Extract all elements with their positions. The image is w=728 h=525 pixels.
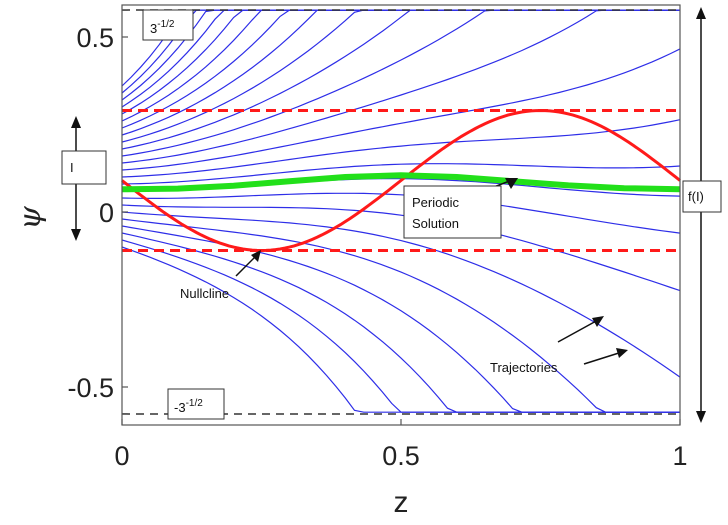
- x-tick-label-2: 1: [672, 441, 687, 471]
- x-tick-label-1: 0.5: [382, 441, 420, 471]
- trajectory-21: [121, 9, 680, 101]
- upper-bound-label: 3-1/2: [142, 9, 194, 41]
- f-interval-marker: f(I): [682, 7, 722, 423]
- trajectory-6: [121, 204, 681, 292]
- trajectory-10: [121, 119, 681, 178]
- trajectory-12: [121, 9, 680, 164]
- x-tick-label-0: 0: [114, 441, 129, 471]
- y-tick-label-0: 0.5: [76, 23, 114, 53]
- trajectory-15: [121, 9, 680, 143]
- trajectory-20: [121, 9, 680, 108]
- periodic-solution-annotation: Periodic Solution: [403, 178, 518, 239]
- interval-marker: I: [61, 116, 107, 241]
- trajectory-23: [121, 9, 680, 87]
- trajectory-9: [121, 163, 681, 185]
- x-axis-label: z: [394, 486, 409, 519]
- periodic-solution-curve: [121, 172, 681, 193]
- trajectory-layer: [121, 9, 681, 413]
- svg-text:I: I: [70, 160, 74, 175]
- trajectory-11: [121, 48, 681, 171]
- trajectory-18: [121, 9, 680, 122]
- y-axis-label: ψ: [13, 206, 48, 230]
- nullcline-curve: [121, 108, 681, 253]
- trajectory-22: [121, 9, 680, 94]
- svg-text:3-1/2: 3-1/2: [150, 19, 175, 36]
- y-tick-label-2: -0.5: [67, 373, 114, 403]
- trajectory-1: [121, 239, 680, 413]
- svg-text:f(I): f(I): [688, 189, 704, 204]
- trajectory-7: [121, 192, 681, 234]
- svg-text:Trajectories: Trajectories: [490, 360, 558, 375]
- trajectory-4: [121, 218, 680, 413]
- y-tick-label-1: 0: [99, 198, 114, 228]
- bound-layer: [122, 9, 680, 415]
- svg-text:Nullcline: Nullcline: [180, 286, 229, 301]
- trajectory-5: [121, 211, 681, 378]
- lower-bound-label: -3-1/2: [167, 388, 225, 420]
- critical-level-layer: [122, 109, 680, 252]
- trajectory-16: [121, 9, 680, 136]
- svg-text:Solution: Solution: [412, 216, 459, 231]
- tick-layer: 0 0.5 1 0.5 0 -0.5: [67, 23, 687, 471]
- trajectories-annotation: Trajectories: [490, 316, 628, 375]
- nullcline-annotation: Nullcline: [180, 250, 261, 301]
- svg-text:Periodic: Periodic: [412, 195, 459, 210]
- svg-text:-3-1/2: -3-1/2: [174, 398, 203, 415]
